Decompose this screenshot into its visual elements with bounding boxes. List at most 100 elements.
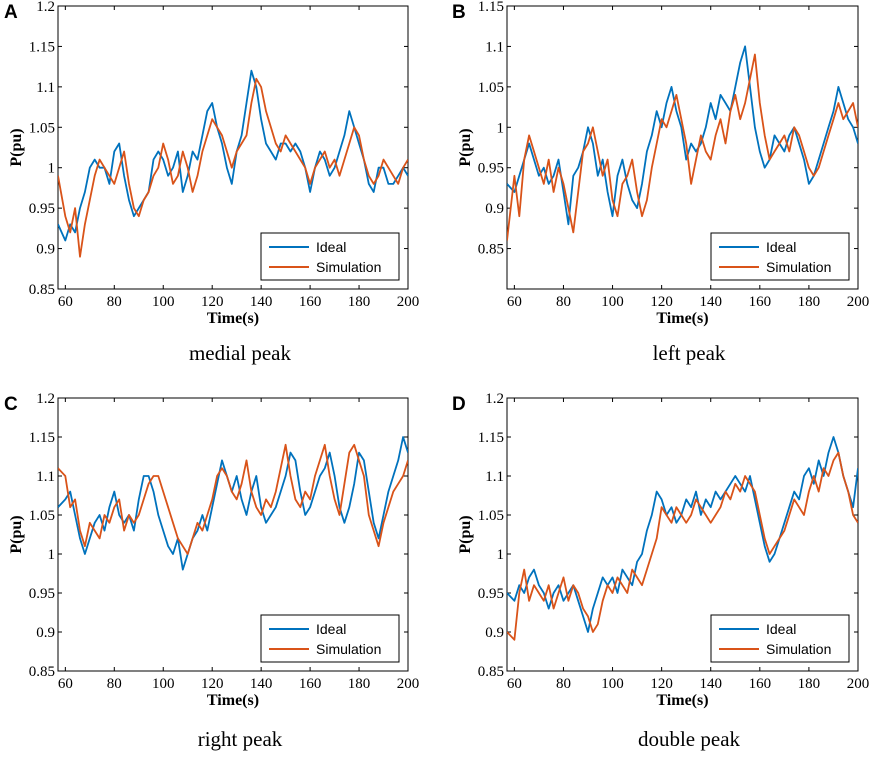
y-tick-label: 1.05: [478, 80, 504, 96]
series-line-simulation: [507, 53, 858, 241]
y-tick-label: 1.15: [478, 430, 504, 446]
legend-box: [710, 232, 850, 281]
series-group: [507, 45, 858, 241]
series-line-ideal: [507, 45, 858, 226]
y-axis-label: P(pu): [8, 515, 25, 553]
panel-caption: double peak: [638, 727, 741, 751]
x-tick-label: 60: [58, 294, 73, 310]
y-tick-label: 1.1: [485, 469, 504, 485]
y-tick-label: 1.2: [485, 391, 504, 407]
y-tick-label: 1.05: [29, 120, 55, 136]
y-axis-label: P(pu): [457, 128, 474, 166]
panel-caption: medial peak: [189, 341, 292, 365]
chart-panel-d: D 60 80 100 120 140 160 180 200 0.85 0.9 0.95 1 1.05 1…: [452, 391, 869, 751]
chart-panel-a: A 60 80 100 120 140 160 180 200 0.85 0.9 0.95 1 1.05 1…: [4, 0, 419, 365]
x-tick-label: 80: [107, 676, 122, 692]
series-line-ideal: [58, 436, 408, 571]
x-tick-label: 100: [601, 676, 624, 692]
legend: Ideal Simulation: [260, 614, 400, 663]
x-tick-label: 120: [201, 676, 224, 692]
legend-label-ideal: Ideal: [316, 621, 346, 637]
series-group: [58, 436, 408, 571]
legend-label-simulation: Simulation: [316, 259, 381, 275]
x-tick-label: 180: [798, 294, 821, 310]
legend-label-ideal: Ideal: [766, 621, 796, 637]
series-line-ideal: [58, 69, 408, 242]
x-tick-label: 80: [556, 294, 571, 310]
x-tick-label: 200: [397, 294, 420, 310]
x-tick-label: 140: [250, 676, 273, 692]
series-line-simulation: [507, 451, 858, 641]
panel-letter: B: [452, 2, 466, 23]
y-tick-label: 1.2: [36, 391, 55, 407]
chart-panel-b: B 60 80 100 120 140 160 180 200 0.85 0.9 0.95 1 1.05 1…: [452, 0, 869, 365]
y-tick-label: 1: [48, 547, 56, 563]
legend-box: [710, 614, 850, 663]
y-tick-label: 1: [497, 120, 505, 136]
legend: Ideal Simulation: [260, 232, 400, 281]
y-tick-label: 0.95: [29, 201, 55, 217]
x-tick-label: 200: [847, 294, 870, 310]
y-tick-label: 0.85: [29, 282, 55, 298]
y-tick-label: 0.9: [485, 201, 504, 217]
y-tick-label: 1.1: [485, 39, 504, 55]
legend-box: [260, 232, 400, 281]
x-tick-label: 120: [201, 294, 224, 310]
y-tick-label: 0.95: [29, 586, 55, 602]
series-group: [58, 69, 408, 258]
y-tick-label: 1: [48, 161, 56, 177]
y-tick-label: 1.15: [29, 39, 55, 55]
y-tick-label: 0.85: [29, 664, 55, 680]
x-axis-label: Time(s): [207, 310, 259, 327]
y-tick-label: 1.15: [478, 0, 504, 15]
series-group: [507, 436, 858, 641]
x-axis-label: Time(s): [207, 692, 259, 709]
y-tick-label: 0.85: [478, 664, 504, 680]
y-tick-label: 0.9: [36, 625, 55, 641]
x-tick-label: 200: [847, 676, 870, 692]
x-tick-label: 180: [798, 676, 821, 692]
y-tick-label: 1: [497, 547, 505, 563]
x-tick-label: 80: [107, 294, 122, 310]
y-axis-label: P(pu): [8, 128, 25, 166]
legend-label-simulation: Simulation: [316, 641, 381, 657]
x-tick-label: 140: [250, 294, 273, 310]
y-tick-label: 0.9: [485, 625, 504, 641]
y-tick-label: 1.05: [29, 508, 55, 524]
y-tick-label: 1.2: [36, 0, 55, 15]
x-tick-label: 100: [152, 676, 175, 692]
legend-label-simulation: Simulation: [766, 641, 831, 657]
x-tick-label: 80: [556, 676, 571, 692]
x-tick-label: 60: [507, 294, 522, 310]
y-tick-label: 0.95: [478, 161, 504, 177]
y-tick-label: 1.1: [36, 469, 55, 485]
series-line-simulation: [58, 443, 408, 555]
x-tick-label: 200: [397, 676, 420, 692]
x-tick-label: 160: [749, 676, 772, 692]
x-axis-label: Time(s): [656, 310, 708, 327]
y-tick-label: 1.15: [29, 430, 55, 446]
y-tick-label: 1.05: [478, 508, 504, 524]
panel-caption: right peak: [198, 727, 283, 751]
y-tick-label: 0.95: [478, 586, 504, 602]
x-tick-label: 160: [299, 676, 322, 692]
series-line-simulation: [58, 77, 408, 258]
panel-caption: left peak: [653, 341, 726, 365]
y-tick-label: 0.85: [478, 242, 504, 258]
x-tick-label: 140: [699, 294, 722, 310]
x-tick-label: 120: [650, 676, 673, 692]
panel-letter: C: [4, 394, 18, 415]
x-tick-label: 100: [601, 294, 624, 310]
x-tick-label: 60: [58, 676, 73, 692]
y-tick-label: 0.9: [36, 242, 55, 258]
legend-label-simulation: Simulation: [766, 259, 831, 275]
x-tick-label: 100: [152, 294, 175, 310]
x-tick-label: 160: [299, 294, 322, 310]
y-tick-label: 1.1: [36, 80, 55, 96]
x-tick-label: 60: [507, 676, 522, 692]
panel-letter: D: [452, 394, 466, 415]
x-tick-label: 140: [699, 676, 722, 692]
x-tick-label: 120: [650, 294, 673, 310]
legend-label-ideal: Ideal: [766, 239, 796, 255]
